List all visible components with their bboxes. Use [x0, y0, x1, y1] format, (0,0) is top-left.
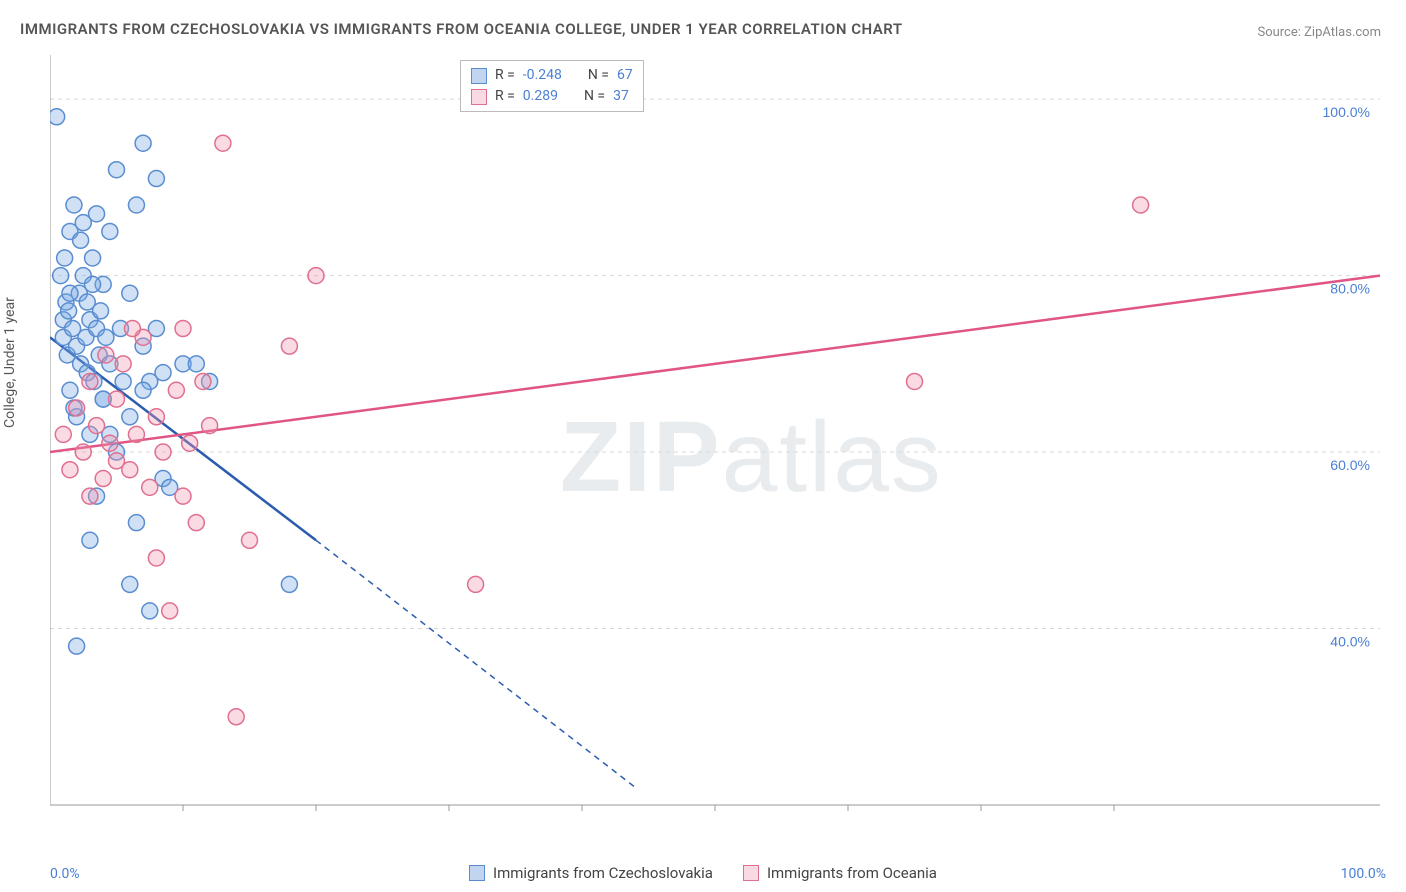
legend-stats-row-0: R = -0.248 N = 67 [471, 65, 633, 86]
y-axis-label: College, Under 1 year [2, 297, 18, 428]
legend-label: Immigrants from Oceania [767, 864, 937, 882]
chart-area: 40.0% 60.0% 80.0% 100.0% [50, 55, 1380, 835]
legend-swatch-blue-icon [469, 865, 485, 881]
n-label: N = [588, 65, 609, 86]
svg-text:60.0%: 60.0% [1330, 457, 1370, 473]
legend-stats: R = -0.248 N = 67 R = 0.289 N = 37 [460, 60, 644, 112]
r-label: R = [495, 86, 515, 107]
n-value: 67 [617, 65, 633, 86]
svg-text:40.0%: 40.0% [1330, 634, 1370, 650]
x-axis-min-label: 0.0% [50, 866, 80, 882]
n-value: 37 [613, 86, 629, 107]
legend-swatch-pink-icon [743, 865, 759, 881]
legend-stats-row-1: R = 0.289 N = 37 [471, 86, 633, 107]
svg-text:80.0%: 80.0% [1330, 281, 1370, 297]
legend-label: Immigrants from Czechoslovakia [493, 864, 713, 882]
legend-swatch-blue-icon [471, 68, 487, 84]
scatter-chart: 40.0% 60.0% 80.0% 100.0% [50, 55, 1380, 835]
chart-title: IMMIGRANTS FROM CZECHOSLOVAKIA VS IMMIGR… [20, 20, 903, 38]
r-value: -0.248 [523, 65, 562, 86]
x-axis-max-label: 100.0% [1341, 866, 1386, 882]
n-label: N = [584, 86, 605, 107]
r-label: R = [495, 65, 515, 86]
legend-item-czechoslovakia: Immigrants from Czechoslovakia [469, 864, 713, 882]
legend-bottom: Immigrants from Czechoslovakia Immigrant… [0, 864, 1406, 882]
legend-swatch-pink-icon [471, 89, 487, 105]
r-value: 0.289 [523, 86, 558, 107]
source-label: Source: ZipAtlas.com [1257, 25, 1381, 40]
legend-item-oceania: Immigrants from Oceania [743, 864, 937, 882]
svg-text:100.0%: 100.0% [1323, 104, 1370, 120]
